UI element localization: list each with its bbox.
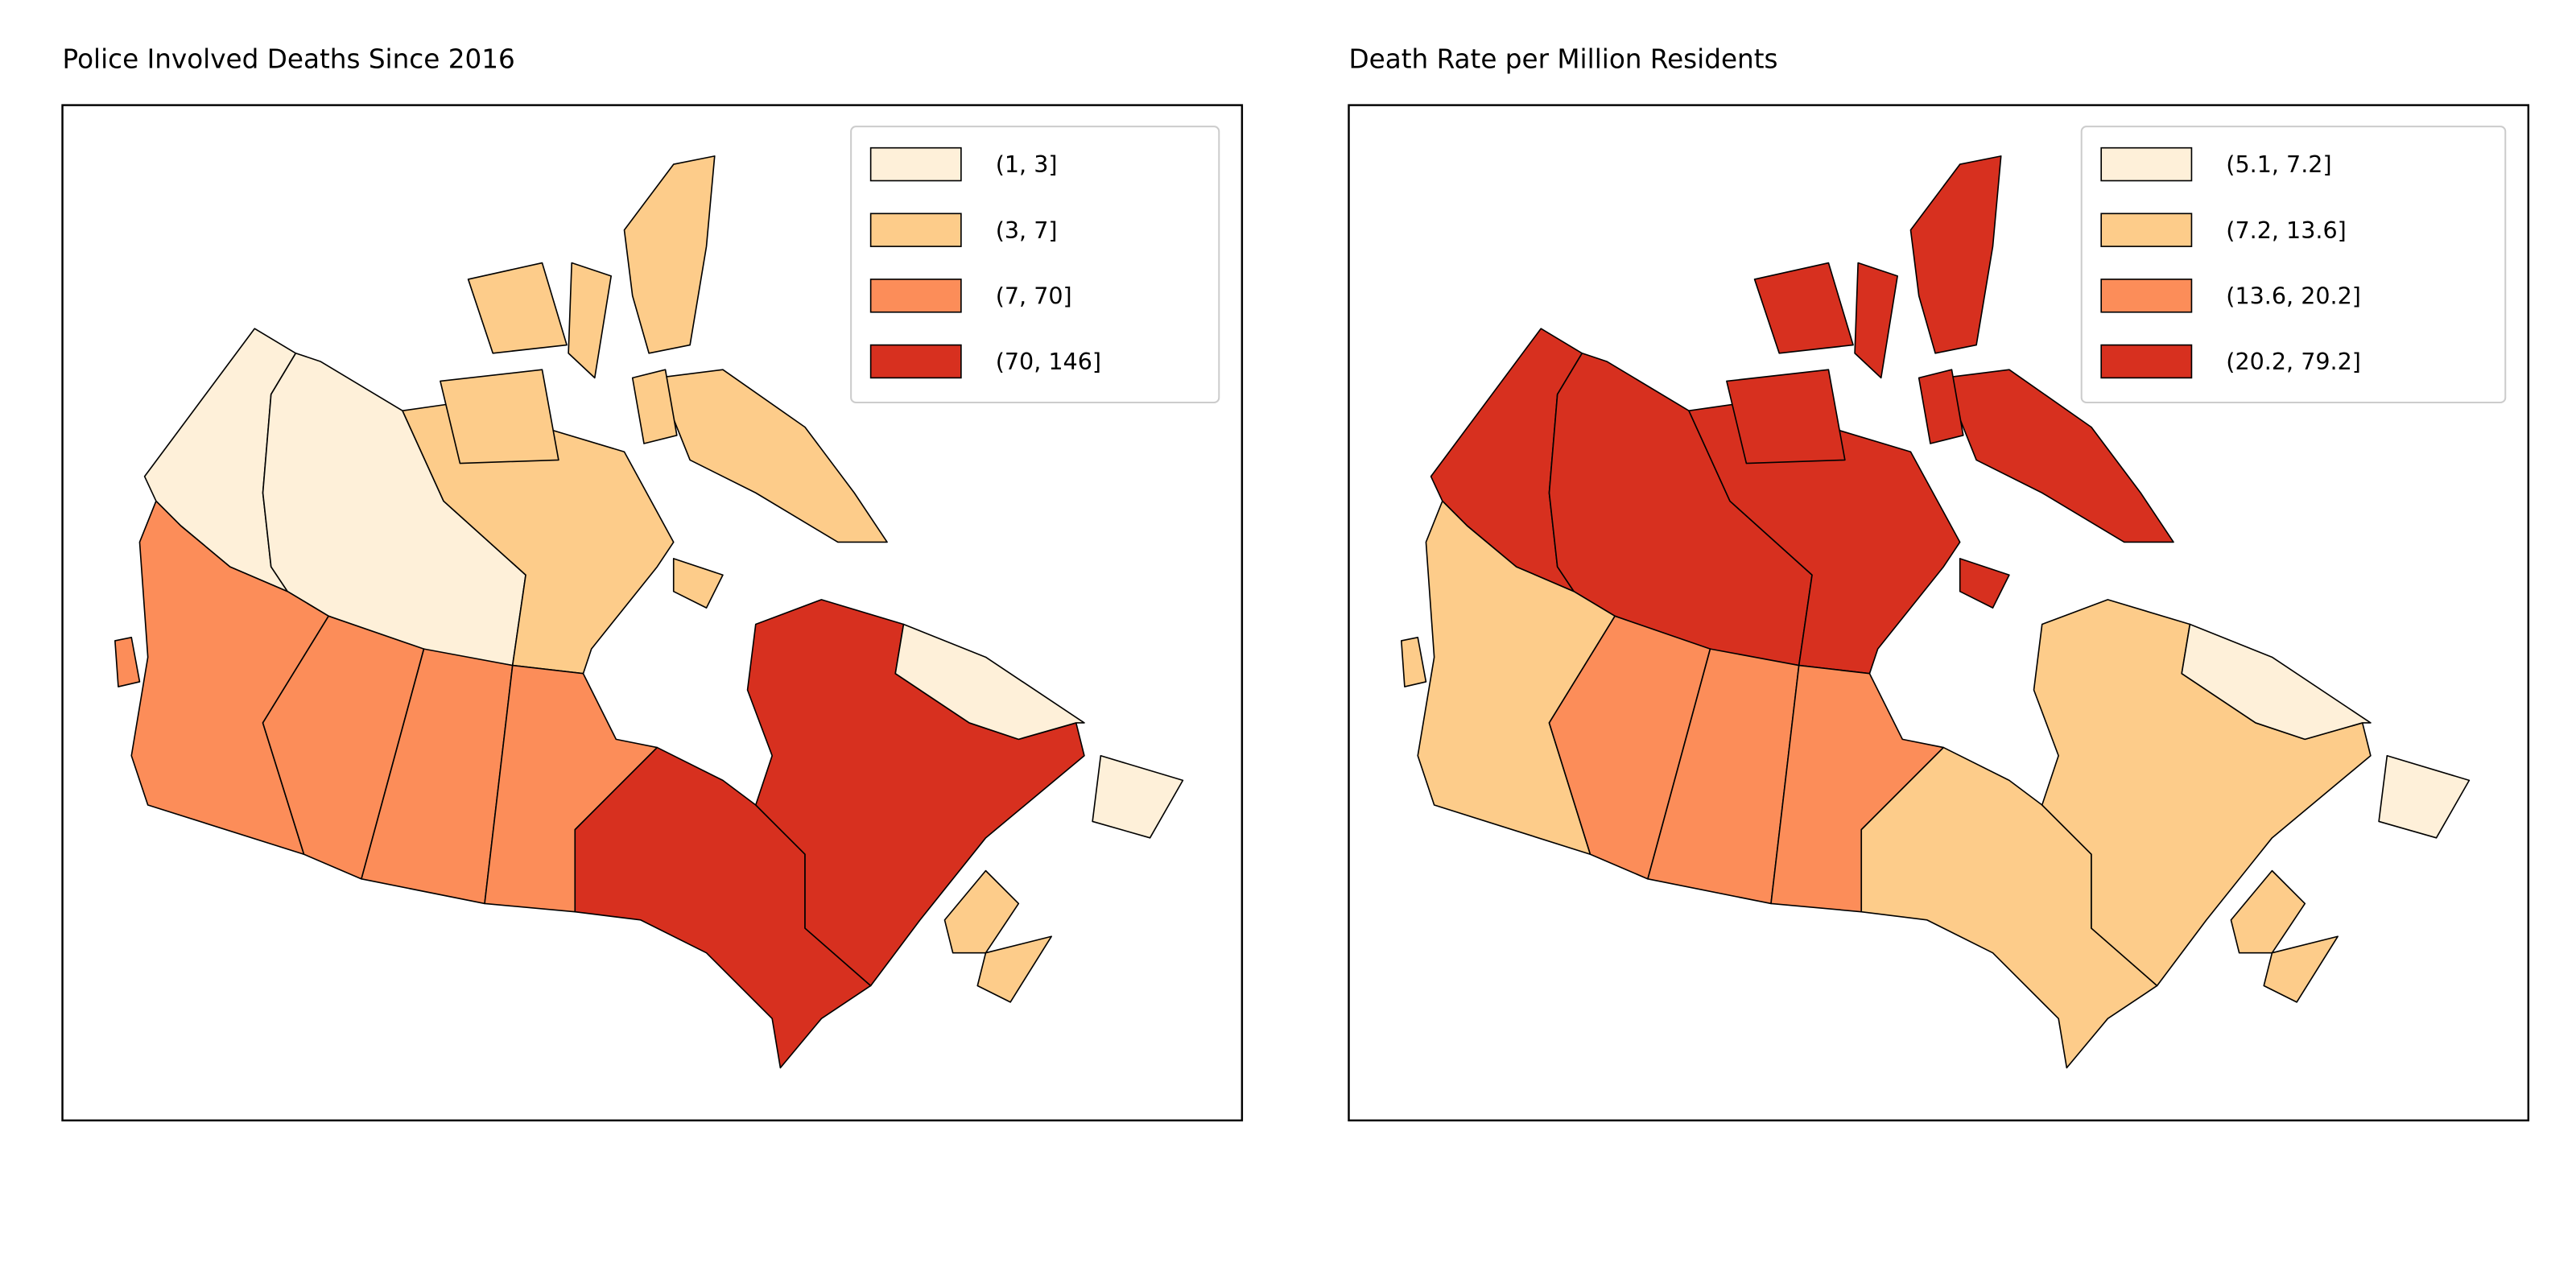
nunavut <box>1909 155 2002 354</box>
legend-swatch <box>2100 344 2193 379</box>
nunavut <box>1942 369 2174 543</box>
nunavut <box>631 369 678 444</box>
nunavut <box>672 558 724 609</box>
legend-box <box>850 126 1220 404</box>
nova-scotia <box>976 935 1052 1003</box>
legend-box <box>2080 126 2507 404</box>
newfoundland-labrador <box>2378 754 2471 839</box>
alberta <box>262 615 425 880</box>
legend-swatch <box>869 147 962 182</box>
british-columbia <box>114 637 141 687</box>
legend-swatch <box>869 279 962 313</box>
british-columbia <box>1401 637 1427 687</box>
newfoundland-labrador <box>894 623 1085 741</box>
nunavut <box>440 369 559 464</box>
legend-label: (7, 70] <box>996 282 1072 309</box>
map-panel: Death Rate per Million Residents (5.1, 7.… <box>1348 44 2530 1122</box>
newfoundland-labrador <box>2181 623 2372 741</box>
legend-label: (13.6, 20.2] <box>2226 282 2361 309</box>
nunavut <box>1918 369 1964 444</box>
map-title: Death Rate per Million Residents <box>1349 44 1778 75</box>
new-brunswick <box>943 869 1020 954</box>
legend-label: (1, 3] <box>996 151 1058 178</box>
newfoundland-labrador <box>1092 754 1184 839</box>
nunavut <box>1854 262 1898 379</box>
nunavut <box>568 262 613 379</box>
nunavut <box>623 155 716 354</box>
new-brunswick <box>2230 869 2306 954</box>
map-title: Police Involved Deaths Since 2016 <box>63 44 515 75</box>
legend-label: (7.2, 13.6] <box>2226 217 2346 244</box>
nunavut <box>1753 262 1854 354</box>
nunavut <box>1726 369 1846 464</box>
legend-label: (5.1, 7.2] <box>2226 151 2331 178</box>
map-panel: Police Involved Deaths Since 2016 (1, 3] (… <box>61 44 1244 1122</box>
legend-label: (20.2, 79.2] <box>2226 348 2361 375</box>
alberta <box>1548 615 1711 880</box>
nunavut <box>656 369 888 543</box>
nova-scotia <box>2263 935 2339 1003</box>
legend-swatch <box>869 344 962 379</box>
legend-swatch <box>2100 279 2193 313</box>
nunavut <box>1959 558 2010 609</box>
legend-swatch <box>2100 147 2193 182</box>
legend-swatch <box>2100 213 2193 247</box>
legend-label: (3, 7] <box>996 217 1058 244</box>
legend-swatch <box>869 213 962 247</box>
legend-label: (70, 146] <box>996 348 1101 375</box>
nunavut <box>467 262 568 354</box>
